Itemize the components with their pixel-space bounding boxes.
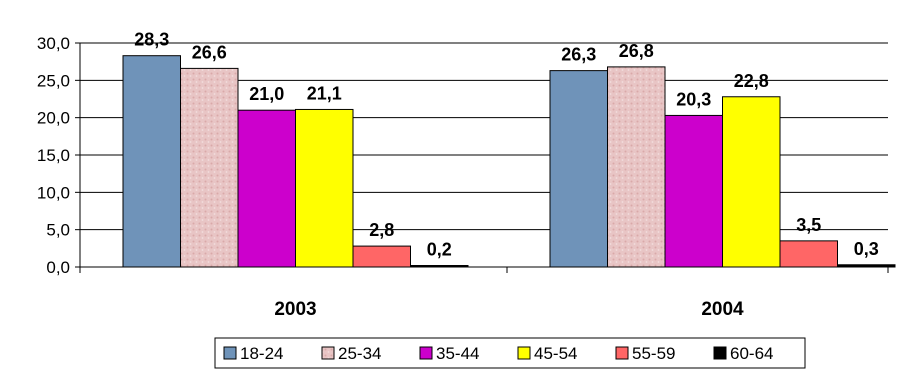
data-label-25-34-2004: 26,8 bbox=[619, 41, 654, 61]
legend-label-45-54: 45-54 bbox=[534, 344, 577, 363]
y-tick-label: 10,0 bbox=[37, 183, 70, 202]
legend-swatch-35-44 bbox=[419, 346, 433, 360]
y-tick-label: 25,0 bbox=[37, 71, 70, 90]
data-label-60-64-2004: 0,3 bbox=[854, 239, 879, 259]
legend-swatch-18-24 bbox=[223, 346, 237, 360]
legend-swatch-55-59 bbox=[615, 346, 629, 360]
data-label-18-24-2004: 26,3 bbox=[561, 45, 596, 65]
y-tick-label: 20,0 bbox=[37, 109, 70, 128]
data-label-25-34-2003: 26,6 bbox=[192, 42, 227, 62]
legend-label-55-59: 55-59 bbox=[632, 344, 675, 363]
data-label-35-44-2004: 20,3 bbox=[676, 89, 711, 109]
bar-45-54-2003 bbox=[295, 108, 354, 268]
y-tick-label: 30,0 bbox=[37, 34, 70, 53]
bar-35-44-2003 bbox=[237, 109, 296, 268]
bar-18-24-2003 bbox=[122, 55, 181, 268]
legend: 18-24 25-34 35-44 45-54 55-59 60-64 bbox=[214, 337, 806, 369]
legend-label-18-24: 18-24 bbox=[240, 344, 283, 363]
legend-label-25-34: 25-34 bbox=[338, 344, 381, 363]
bar-55-59-2004 bbox=[779, 240, 838, 268]
legend-label-60-64: 60-64 bbox=[730, 344, 773, 363]
data-label-18-24-2003: 28,3 bbox=[134, 30, 169, 50]
bar-18-24-2004 bbox=[549, 70, 608, 268]
data-labels: 28,3 26,6 21,0 21,1 2,8 0,2 26,3 26,8 20,3 22,8 3,… bbox=[134, 30, 879, 260]
y-axis-tick-labels: 0,0 5,0 10,0 15,0 20,0 25,0 30,0 bbox=[37, 34, 70, 277]
data-label-55-59-2003: 2,8 bbox=[369, 220, 394, 240]
legend-swatch-25-34 bbox=[321, 346, 335, 360]
data-label-35-44-2003: 21,0 bbox=[249, 84, 284, 104]
bar-25-34-2004 bbox=[607, 66, 666, 268]
bar-55-59-2003 bbox=[352, 245, 411, 268]
data-label-55-59-2004: 3,5 bbox=[796, 215, 821, 235]
y-tick-label: 5,0 bbox=[46, 221, 70, 240]
category-label: 2004 bbox=[701, 299, 744, 320]
bars bbox=[122, 55, 896, 268]
category-label: 2003 bbox=[274, 299, 316, 320]
bar-25-34-2003 bbox=[180, 67, 239, 268]
legend-swatch-45-54 bbox=[517, 346, 531, 360]
y-tick-label: 0,0 bbox=[46, 258, 70, 277]
legend-swatch-60-64 bbox=[713, 346, 727, 360]
legend-box bbox=[214, 337, 806, 369]
category-labels: 2003 2004 bbox=[274, 299, 744, 320]
data-label-45-54-2003: 21,1 bbox=[307, 83, 342, 103]
data-label-60-64-2003: 0,2 bbox=[427, 240, 452, 260]
bar-45-54-2004 bbox=[722, 96, 781, 268]
bar-35-44-2004 bbox=[664, 114, 723, 268]
axes bbox=[79, 43, 889, 273]
data-label-45-54-2004: 22,8 bbox=[734, 71, 769, 91]
legend-label-35-44: 35-44 bbox=[436, 344, 479, 363]
y-tick-label: 15,0 bbox=[37, 146, 70, 165]
